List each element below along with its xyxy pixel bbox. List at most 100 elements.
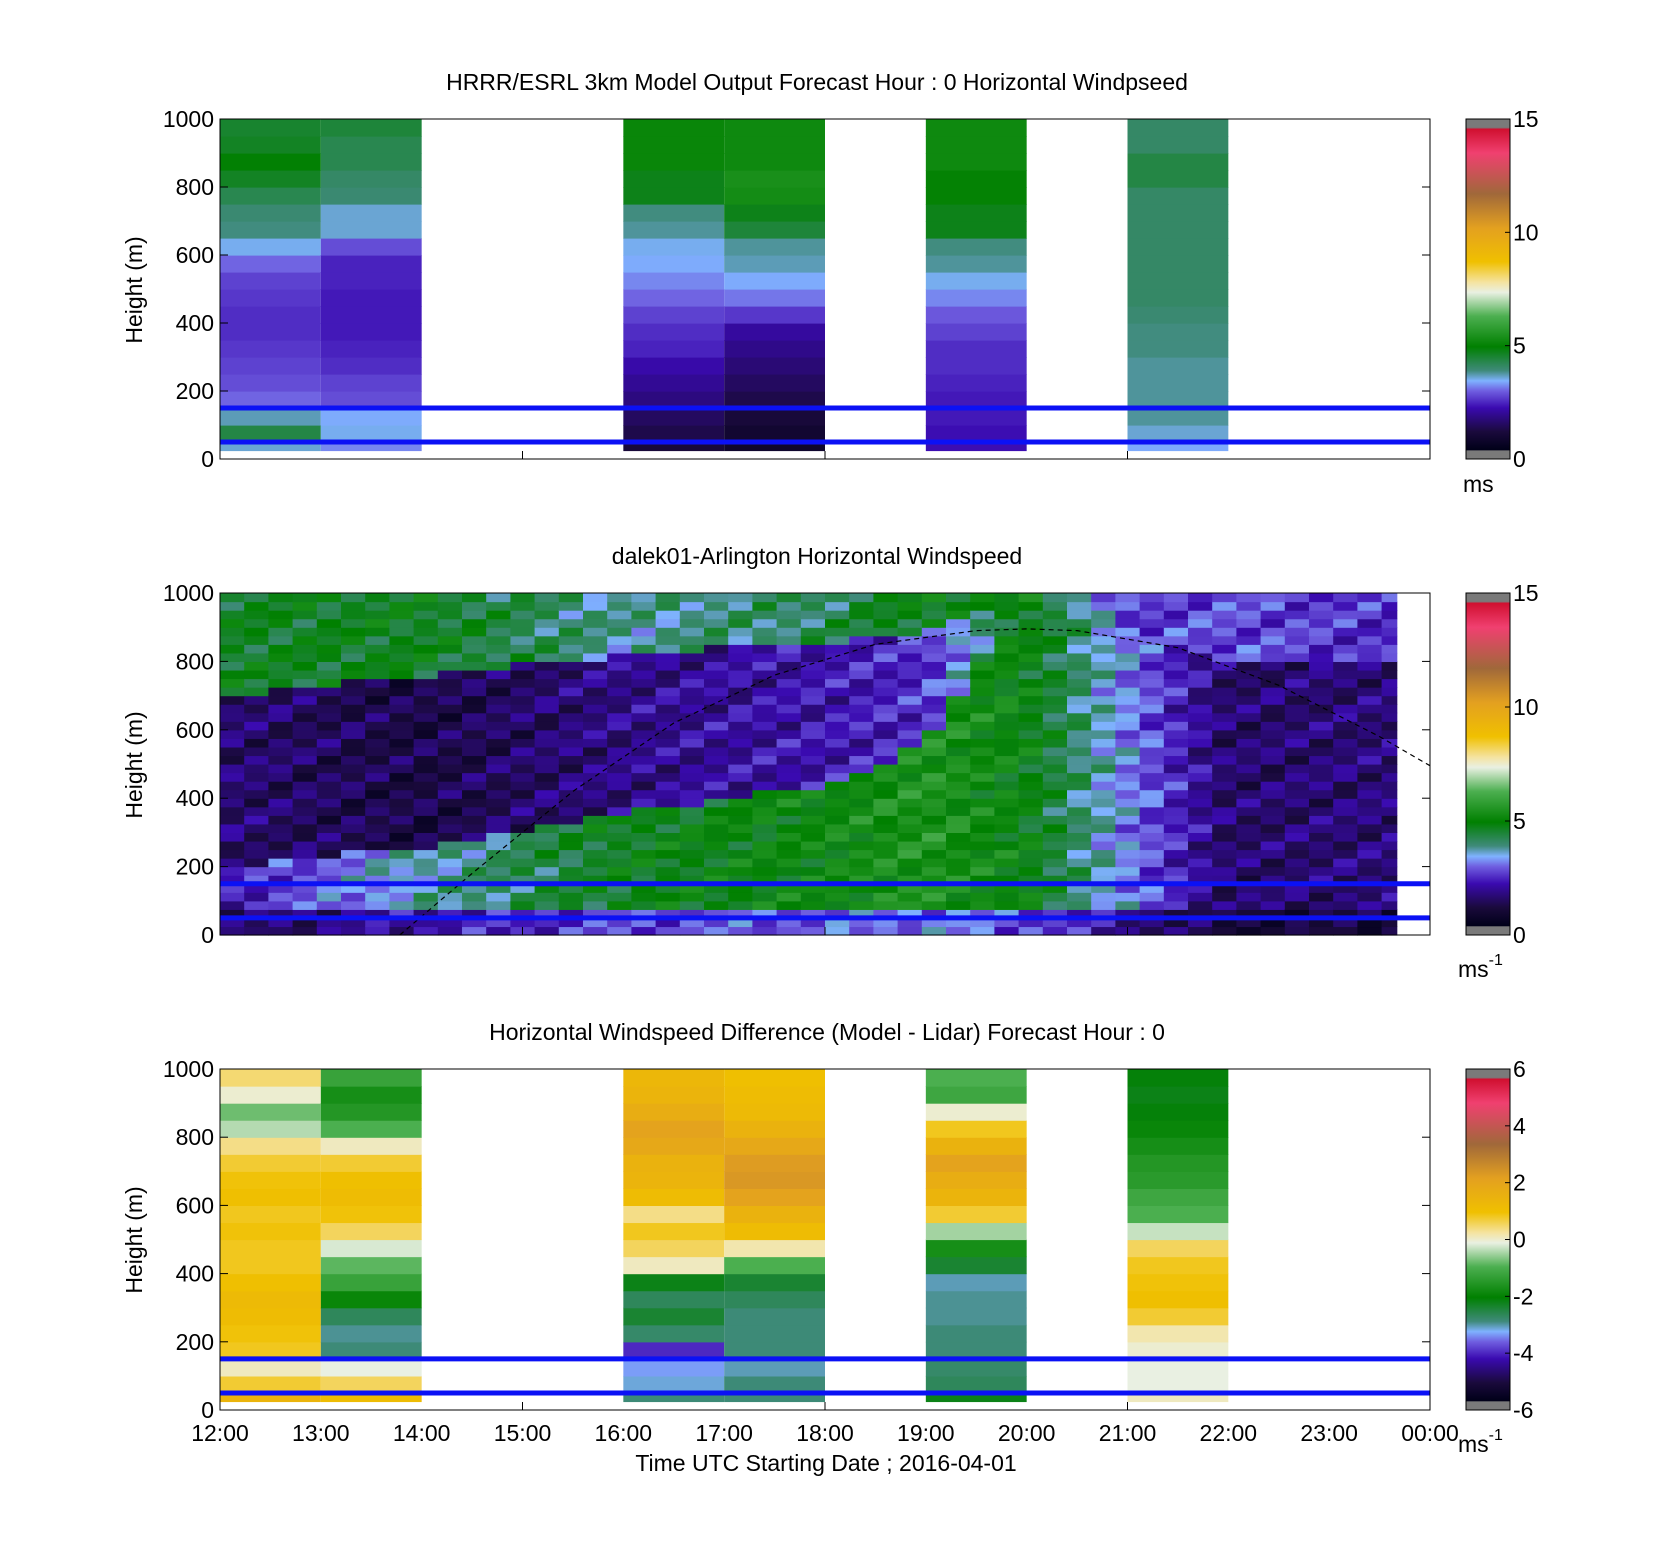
heatmap-cell: [316, 900, 342, 910]
heatmap-cell: [1139, 729, 1165, 739]
heatmap-cell: [1091, 627, 1116, 637]
heatmap-cell: [631, 593, 657, 603]
heatmap-cell: [655, 815, 681, 825]
heatmap-cell: [486, 712, 511, 722]
heatmap-cell: [1188, 704, 1213, 714]
heatmap-cell: [437, 866, 463, 876]
heatmap-cell: [607, 849, 632, 859]
heatmap-cell: [486, 798, 511, 808]
heatmap-cell: [1163, 704, 1189, 714]
heatmap-cell: [925, 204, 1027, 222]
heatmap-cell: [623, 391, 725, 409]
y-axis-label: Height (m): [121, 711, 147, 818]
heatmap-cell: [1236, 883, 1262, 893]
heatmap-cell: [1284, 917, 1310, 928]
heatmap-cell: [365, 781, 390, 791]
heatmap-cell: [389, 866, 415, 876]
heatmap-cell: [607, 712, 632, 722]
heatmap-cell: [825, 627, 850, 637]
heatmap-cell: [1127, 391, 1229, 409]
heatmap-cell: [510, 635, 536, 645]
heatmap-cell: [1127, 153, 1229, 171]
heatmap-cell: [486, 926, 511, 936]
heatmap-cell: [462, 764, 487, 774]
heatmap-cell: [623, 187, 725, 205]
heatmap-cell: [825, 644, 850, 654]
heatmap-cell: [1067, 729, 1092, 739]
heatmap-cell: [1018, 866, 1044, 876]
heatmap-cell: [389, 593, 415, 603]
colorbar-unit: ms-1: [1458, 952, 1503, 982]
heatmap-cell: [1139, 610, 1165, 620]
heatmap-cell: [1357, 738, 1383, 748]
heatmap-cell: [220, 1120, 321, 1138]
heatmap-cell: [365, 644, 390, 654]
heatmap-cell: [510, 789, 536, 799]
heatmap-cell: [1260, 858, 1286, 868]
heatmap-cell: [437, 849, 463, 859]
heatmap-cell: [655, 644, 681, 654]
heatmap-cell: [1260, 729, 1286, 739]
heatmap-cell: [679, 593, 705, 603]
heatmap-cell: [1260, 840, 1286, 851]
heatmap-cell: [1018, 687, 1044, 697]
heatmap-cell: [631, 815, 657, 825]
heatmap-cell: [365, 610, 390, 620]
heatmap-cell: [800, 593, 826, 603]
heatmap-cell: [583, 892, 608, 902]
heatmap-cell: [994, 601, 1020, 611]
heatmap-cell: [623, 136, 725, 154]
heatmap-cell: [462, 789, 487, 799]
heatmap-cell: [510, 883, 536, 893]
heatmap-cell: [800, 875, 826, 885]
heatmap-cell: [623, 442, 725, 452]
heatmap-cell: [1067, 798, 1092, 808]
heatmap-cell: [704, 892, 729, 902]
mixing-height-curve: [399, 628, 1431, 936]
heatmap-cell: [1212, 832, 1237, 842]
heatmap-cell: [1091, 678, 1116, 688]
heatmap-cell: [1042, 875, 1068, 885]
y-tick-label: 600: [176, 242, 214, 268]
heatmap-cell: [1236, 695, 1262, 705]
heatmap-cell: [800, 678, 826, 688]
heatmap-cell: [1139, 858, 1165, 868]
heatmap-cell: [825, 593, 850, 603]
heatmap-cell: [1260, 798, 1286, 808]
heatmap-cell: [437, 661, 463, 671]
heatmap-cell: [1018, 823, 1044, 833]
heatmap-cell: [970, 764, 995, 774]
heatmap-cell: [1188, 926, 1213, 936]
heatmap-cell: [800, 789, 826, 799]
heatmap-cell: [1115, 781, 1141, 791]
heatmap-cell: [1236, 840, 1262, 851]
heatmap-cell: [994, 678, 1020, 688]
heatmap-cell: [704, 772, 729, 782]
heatmap-cell: [800, 764, 826, 774]
heatmap-cell: [1381, 618, 1398, 628]
heatmap-cell: [1212, 669, 1237, 680]
heatmap-cell: [389, 755, 415, 765]
heatmap-cell: [341, 704, 366, 714]
heatmap-cell: [1309, 892, 1334, 902]
heatmap-cell: [752, 755, 778, 765]
heatmap-cell: [320, 1358, 422, 1377]
heatmap-cell: [1018, 755, 1044, 765]
heatmap-cell: [776, 635, 802, 645]
heatmap-cell: [825, 823, 850, 833]
heatmap-cell: [462, 610, 487, 620]
heatmap-cell: [631, 858, 657, 868]
y-tick-label: 0: [201, 1397, 214, 1423]
heatmap-cell: [623, 1086, 725, 1104]
heatmap-cell: [1309, 858, 1334, 868]
heatmap-cell: [946, 883, 971, 893]
heatmap-cell: [534, 832, 560, 842]
heatmap-cell: [631, 635, 657, 645]
heatmap-cell: [220, 627, 245, 637]
heatmap-cell: [1042, 764, 1068, 774]
heatmap-cell: [994, 926, 1020, 936]
heatmap-cell: [292, 815, 318, 825]
heatmap-cell: [558, 772, 584, 782]
heatmap-cell: [1260, 618, 1286, 628]
heatmap-cell: [607, 892, 632, 902]
